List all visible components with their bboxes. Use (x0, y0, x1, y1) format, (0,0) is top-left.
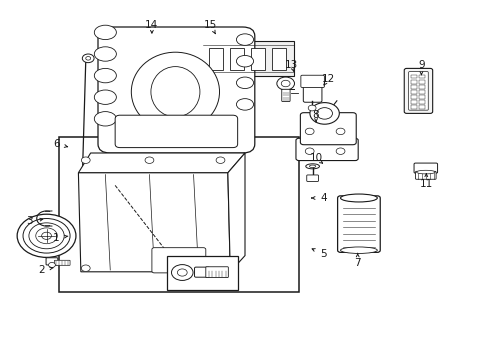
Circle shape (172, 265, 193, 280)
Ellipse shape (416, 170, 435, 174)
Polygon shape (78, 173, 230, 272)
Ellipse shape (237, 99, 254, 110)
Ellipse shape (94, 47, 117, 61)
Circle shape (42, 232, 51, 239)
Text: 15: 15 (204, 20, 218, 30)
Text: 2: 2 (38, 265, 45, 275)
Bar (411, 105, 416, 109)
Circle shape (81, 157, 90, 163)
Circle shape (277, 77, 294, 90)
Ellipse shape (131, 52, 220, 131)
Circle shape (82, 54, 94, 63)
Bar (419, 95, 425, 99)
FancyBboxPatch shape (195, 267, 210, 277)
Text: 4: 4 (320, 193, 327, 203)
Ellipse shape (151, 67, 200, 117)
Polygon shape (228, 153, 245, 272)
FancyBboxPatch shape (115, 115, 238, 148)
Bar (209, 48, 223, 70)
Circle shape (317, 108, 332, 119)
FancyBboxPatch shape (152, 248, 206, 273)
FancyBboxPatch shape (409, 72, 428, 110)
FancyBboxPatch shape (301, 75, 324, 87)
FancyBboxPatch shape (98, 27, 255, 153)
Bar (419, 80, 425, 84)
Circle shape (29, 223, 64, 249)
Text: 11: 11 (419, 179, 433, 189)
FancyBboxPatch shape (303, 81, 322, 102)
Circle shape (336, 128, 345, 135)
FancyBboxPatch shape (206, 267, 228, 278)
Ellipse shape (237, 77, 254, 89)
Circle shape (86, 57, 91, 60)
Text: 8: 8 (313, 110, 319, 120)
Circle shape (36, 228, 57, 244)
Bar (419, 100, 425, 104)
Ellipse shape (237, 34, 254, 45)
Text: 13: 13 (285, 60, 298, 70)
Circle shape (81, 265, 90, 271)
Ellipse shape (94, 25, 117, 40)
Ellipse shape (94, 90, 117, 104)
Polygon shape (78, 153, 245, 173)
FancyBboxPatch shape (338, 196, 380, 252)
Bar (411, 95, 416, 99)
Bar (251, 48, 265, 70)
Text: 6: 6 (53, 139, 60, 149)
Bar (272, 48, 286, 70)
Text: 10: 10 (310, 153, 322, 163)
Bar (411, 90, 416, 94)
Circle shape (177, 269, 187, 276)
Bar (203, 41, 294, 76)
FancyBboxPatch shape (300, 113, 356, 145)
Circle shape (23, 219, 70, 253)
Ellipse shape (310, 165, 316, 167)
Circle shape (145, 157, 154, 163)
Ellipse shape (306, 164, 319, 169)
Bar (411, 80, 416, 84)
Circle shape (310, 103, 339, 124)
Bar (411, 100, 416, 104)
Circle shape (308, 105, 316, 111)
Text: 1: 1 (53, 233, 60, 243)
FancyBboxPatch shape (404, 68, 433, 113)
Bar (411, 75, 416, 78)
Bar (59, 137, 299, 292)
Bar (419, 90, 425, 94)
Text: 7: 7 (354, 258, 361, 268)
FancyBboxPatch shape (414, 163, 438, 173)
Bar (167, 256, 238, 290)
Bar (419, 75, 425, 78)
Text: 14: 14 (145, 20, 159, 30)
FancyBboxPatch shape (416, 171, 436, 179)
Circle shape (305, 148, 314, 154)
Circle shape (49, 262, 55, 267)
Circle shape (17, 214, 76, 257)
Bar (411, 85, 416, 89)
FancyBboxPatch shape (307, 175, 318, 181)
FancyBboxPatch shape (46, 258, 58, 265)
Ellipse shape (341, 194, 377, 202)
Bar (419, 105, 425, 109)
Ellipse shape (237, 55, 254, 67)
Ellipse shape (94, 68, 117, 83)
Text: 3: 3 (26, 216, 33, 226)
Text: 9: 9 (418, 60, 425, 70)
Ellipse shape (94, 112, 117, 126)
Circle shape (336, 148, 345, 154)
Ellipse shape (341, 247, 377, 253)
Text: 5: 5 (320, 249, 327, 259)
FancyBboxPatch shape (296, 138, 358, 161)
FancyBboxPatch shape (282, 89, 290, 102)
Circle shape (305, 128, 314, 135)
FancyBboxPatch shape (54, 260, 70, 265)
Circle shape (281, 80, 290, 87)
Circle shape (219, 265, 227, 271)
Text: 12: 12 (321, 74, 335, 84)
Bar (419, 85, 425, 89)
Bar (230, 48, 244, 70)
Circle shape (216, 157, 225, 163)
